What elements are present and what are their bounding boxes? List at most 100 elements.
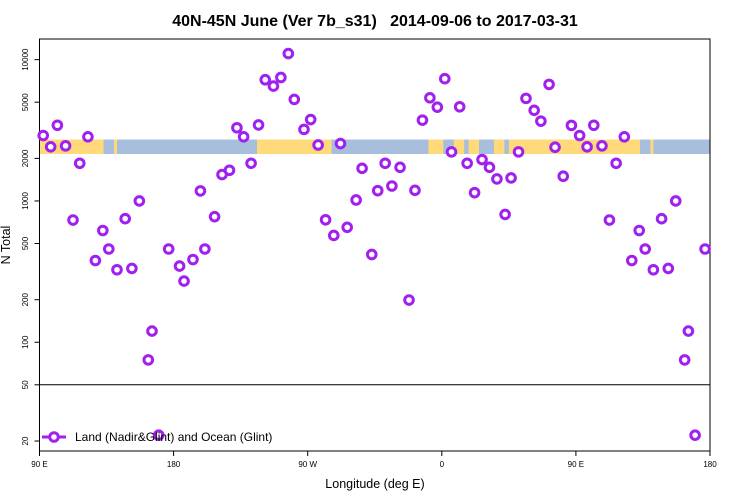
data-point xyxy=(327,229,340,242)
data-point xyxy=(647,263,660,276)
y-axis-label: N Total xyxy=(0,226,13,265)
band-segment-ocean xyxy=(464,139,470,154)
data-point xyxy=(505,172,517,184)
data-point xyxy=(543,78,555,91)
data-point xyxy=(231,121,243,134)
x-tick-label: 90 E xyxy=(31,460,47,469)
data-point xyxy=(298,123,310,136)
band-segment-land xyxy=(650,139,654,154)
data-point xyxy=(379,157,391,170)
data-point xyxy=(82,131,94,143)
data-point xyxy=(528,104,540,117)
data-point xyxy=(499,208,511,221)
y-tick-label: 100 xyxy=(21,335,30,349)
y-tick-label: 20 xyxy=(21,436,30,445)
band-segment-ocean xyxy=(639,139,651,154)
data-point xyxy=(178,275,190,287)
data-point xyxy=(102,243,115,255)
data-point xyxy=(334,137,347,150)
data-point xyxy=(603,214,616,226)
data-point xyxy=(312,139,324,151)
data-point xyxy=(37,129,50,142)
data-point xyxy=(245,157,257,170)
data-point xyxy=(535,115,547,127)
data-point xyxy=(610,157,622,170)
x-axis: 90 E 180 90 W 0 90 E 180 xyxy=(31,451,717,469)
band-segment-land xyxy=(114,139,118,154)
x-tick-label: 90 W xyxy=(298,460,317,469)
surface-band xyxy=(39,139,711,154)
data-point xyxy=(639,243,651,255)
data-point xyxy=(453,100,466,113)
data-point xyxy=(573,129,586,142)
chart-title: 40N-45N June (Ver 7b_s31) 2014-09-06 to … xyxy=(172,13,578,30)
band-segment-land xyxy=(508,139,641,154)
y-tick-label: 5000 xyxy=(21,93,30,111)
data-point xyxy=(587,119,600,132)
data-point xyxy=(44,141,57,153)
legend-label: Land (Nadir&Glint) and Ocean (Glint) xyxy=(75,430,272,444)
data-point xyxy=(403,294,415,306)
band-segment-ocean xyxy=(116,139,258,154)
legend-marker xyxy=(48,431,60,443)
data-point xyxy=(275,71,287,84)
data-point xyxy=(438,72,451,85)
data-point xyxy=(483,161,496,174)
plot-frame xyxy=(39,38,711,452)
data-point xyxy=(146,325,158,337)
data-point xyxy=(476,153,488,166)
data-point xyxy=(142,354,155,366)
y-tick-label: 1000 xyxy=(21,192,30,210)
data-point xyxy=(282,47,295,60)
data-point xyxy=(111,263,123,276)
data-point xyxy=(259,73,272,86)
data-point xyxy=(512,146,525,158)
y-tick-label: 10000 xyxy=(21,48,30,71)
data-point xyxy=(386,180,398,192)
data-point xyxy=(187,253,199,266)
data-point xyxy=(409,184,421,197)
band-segment-land xyxy=(468,139,480,154)
x-axis-label: Longitude (deg E) xyxy=(325,477,424,491)
data-point xyxy=(89,254,102,267)
data-point xyxy=(237,131,250,143)
data-point xyxy=(73,157,86,170)
data-point xyxy=(662,262,675,275)
data-point xyxy=(520,92,532,105)
data-point xyxy=(288,93,301,106)
band-segment-land xyxy=(428,139,444,154)
band-segment-land xyxy=(39,139,105,154)
x-tick-label: 90 E xyxy=(568,460,584,469)
data-point xyxy=(133,195,146,207)
data-point xyxy=(689,429,701,441)
data-point xyxy=(565,119,578,132)
y-tick-label: 200 xyxy=(21,293,30,307)
y-tick-label: 50 xyxy=(21,380,30,389)
band-segment-ocean xyxy=(331,139,429,154)
legend: Land (Nadir&Glint) and Ocean (Glint) xyxy=(42,430,272,444)
x-tick-label: 0 xyxy=(440,460,445,469)
data-point xyxy=(152,429,165,441)
data-point xyxy=(126,262,138,275)
data-point xyxy=(365,248,378,261)
band-segment-land xyxy=(493,139,505,154)
data-point xyxy=(208,210,221,223)
data-point xyxy=(341,221,353,234)
y-tick-label: 2000 xyxy=(21,149,30,167)
data-point xyxy=(618,131,631,143)
data-point xyxy=(633,224,646,237)
data-point xyxy=(162,243,175,255)
data-point xyxy=(304,113,317,126)
data-point xyxy=(267,80,280,92)
data-point xyxy=(445,146,458,158)
data-point xyxy=(461,157,473,170)
data-point xyxy=(319,213,332,226)
data-point xyxy=(59,140,72,152)
data-point xyxy=(655,212,668,225)
x-tick-label: 180 xyxy=(167,460,181,469)
data-point xyxy=(51,119,64,132)
x-tick-label: 180 xyxy=(703,460,717,469)
y-tick-label: 500 xyxy=(21,236,30,250)
data-point xyxy=(199,243,211,255)
